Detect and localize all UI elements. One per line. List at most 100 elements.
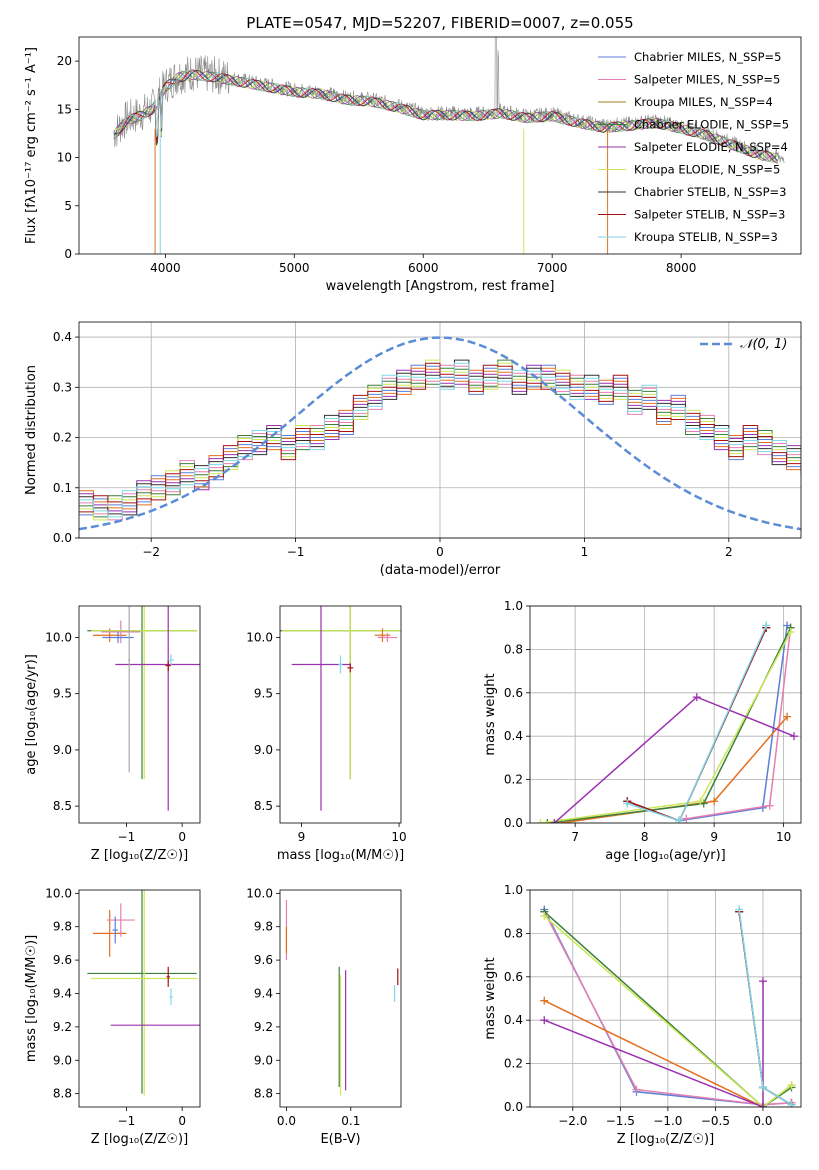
weight-vs-age-y-label: mass weight — [483, 673, 498, 755]
model-spectrum-line — [113, 71, 779, 162]
errorbar-point — [112, 916, 119, 944]
mass-weight-marker — [623, 799, 632, 808]
mass-vs-Z-frame — [78, 889, 201, 1108]
age-vs-mass-panel: 9 10 8.5 9.0 9.5 10.0 mass [log₁₀(M/M☉)] — [246, 605, 407, 863]
spectrum-x-tick-label: 6000 — [408, 261, 439, 275]
weight-vs-Z-y-tick-label: 1.0 — [504, 883, 523, 897]
model-spectrum-line — [113, 70, 779, 162]
weight-vs-Z-y-tick-label: 0.2 — [504, 1057, 523, 1071]
residuals-x-label: (data-model)/error — [380, 563, 501, 578]
age-vs-mass-frame — [279, 605, 402, 824]
spectrum-x-label: wavelength [Angstrom, rest frame] — [326, 279, 555, 294]
weight-vs-age-frame — [529, 605, 802, 824]
weight-vs-age-y-tick-label: 0.2 — [504, 773, 523, 787]
mass-vs-EBV-y-tick-label: 9.2 — [254, 1020, 273, 1034]
mass-weight-line — [738, 911, 792, 1106]
age-vs-Z-frame — [78, 605, 201, 824]
age-vs-Z-y-tick-label: 10.0 — [45, 630, 72, 644]
residuals-x-tick-label: 1 — [581, 545, 589, 559]
weight-vs-Z-y-tick-label: 0.0 — [504, 1100, 523, 1114]
mass-weight-line — [738, 911, 792, 1106]
mass-vs-EBV-y-tick-label: 9.4 — [254, 986, 273, 1000]
mass-weight-marker — [783, 712, 792, 721]
residuals-x-tick-label: 0 — [436, 545, 444, 559]
mass-weight-marker — [536, 819, 545, 823]
histogram-step-line — [79, 364, 801, 521]
mass-weight-marker — [540, 996, 549, 1005]
mass-weight-marker — [787, 1100, 796, 1107]
mass-vs-Z-x-label: Z [log₁₀(Z/Z☉)] — [91, 1132, 188, 1147]
spectrum-y-tick-label: 20 — [57, 54, 72, 68]
model-spectrum-line — [113, 70, 779, 160]
mass-vs-EBV-plot-area — [285, 900, 399, 1096]
age-vs-Z-x-label: Z [log₁₀(Z/Z☉)] — [91, 848, 188, 863]
mass-weight-marker — [543, 819, 552, 823]
mass-weight-marker — [758, 977, 767, 986]
mass-vs-Z-panel: −1 0 8.8 9.0 9.2 9.4 9.6 9.8 10.0 Z [log₁₀(Z/Z☉)]… — [24, 886, 201, 1147]
errorbar-point — [102, 631, 134, 644]
weight-vs-Z-y-label: mass weight — [483, 957, 498, 1039]
legend-entry: Salpeter ELODIE, N_SSP=4 — [634, 140, 788, 154]
weight-vs-age-panel: 7 8 9 10 0.0 0.2 0.4 0.6 0.8 1.0 age [log₁₀(age/yr… — [483, 599, 802, 863]
mass-vs-Z-y-tick-label: 10.0 — [45, 886, 72, 900]
errorbar-point — [166, 966, 170, 987]
residuals-y-label: Normed distribution — [24, 365, 39, 495]
errorbar-point — [91, 606, 198, 780]
age-vs-Z-panel: −1 0 8.5 9.0 9.5 10.0 Z [log₁₀(Z/Z☉)] age [log₁… — [24, 605, 201, 863]
mass-vs-EBV-panel: 0.0 0.1 8.8 9.0 9.2 9.4 9.6 9.8 10.0 E(B-V) — [246, 886, 402, 1147]
mass-weight-line — [544, 981, 764, 1107]
weight-vs-Z-plot-area — [540, 905, 796, 1107]
errorbar-point — [338, 655, 343, 674]
spectrum-y-tick-label: 15 — [57, 102, 72, 116]
mass-vs-EBV-x-tick-label: 0.1 — [341, 1114, 360, 1128]
weight-vs-Z-x-label: Z [log₁₀(Z/Z☉)] — [617, 1132, 714, 1147]
mass-vs-EBV-x-tick-label: 0.0 — [277, 1114, 296, 1128]
spectrum-plot-area — [113, 37, 785, 254]
mass-weight-line — [627, 625, 767, 822]
histogram-step-line — [79, 359, 801, 521]
weight-vs-Z-grid — [530, 889, 801, 1108]
mass-weight-marker — [692, 693, 701, 702]
mass-vs-Z-y-tick-label: 9.8 — [53, 920, 72, 934]
mass-weight-marker — [765, 801, 774, 810]
weight-vs-Z-x-tick-label: −1.0 — [653, 1114, 682, 1128]
age-vs-mass-x-tick-label: 9 — [298, 830, 306, 844]
age-vs-mass-x-tick-label: 10 — [391, 830, 406, 844]
mass-weight-line — [543, 911, 792, 1106]
weight-vs-Z-y-tick-label: 0.6 — [504, 970, 523, 984]
errorbar-point — [168, 654, 174, 666]
mass-weight-line — [540, 631, 792, 823]
weight-vs-Z-x-tick-label: −0.5 — [701, 1114, 730, 1128]
weight-vs-Z-panel: −2.0 −1.5 −1.0 −0.5 0.0 0.0 0.2 0.4 0.6 0.8 1.0 Z [… — [483, 883, 802, 1147]
residuals-x-tick-label: 2 — [725, 545, 733, 559]
spectrum-frame — [78, 36, 802, 255]
residuals-y-tick-label: 0.3 — [53, 380, 72, 394]
legend-entry: Kroupa STELIB, N_SSP=3 — [634, 230, 778, 244]
mass-vs-EBV-y-tick-label: 9.0 — [254, 1053, 273, 1067]
legend-entry: Chabrier ELODIE, N_SSP=5 — [634, 118, 789, 132]
weight-vs-Z-y-tick-label: 0.8 — [504, 926, 523, 940]
mass-weight-marker — [790, 732, 799, 741]
weight-vs-age-y-tick-label: 0.8 — [504, 642, 523, 656]
age-vs-mass-y-tick-label: 9.5 — [254, 687, 273, 701]
mass-vs-EBV-y-tick-label: 9.8 — [254, 920, 273, 934]
mass-weight-line — [686, 627, 792, 820]
age-vs-mass-plot-area — [280, 606, 401, 811]
age-vs-Z-y-tick-label: 8.5 — [53, 799, 72, 813]
legend-entry: Kroupa MILES, N_SSP=4 — [634, 95, 773, 109]
mass-vs-Z-y-tick-label: 9.2 — [53, 1020, 72, 1034]
residuals-x-tick-label: −1 — [287, 545, 305, 559]
spectrum-panel: 4000 5000 6000 7000 8000 0 5 10 15 20 wavelength [… — [24, 36, 802, 294]
mass-vs-Z-x-tick-label: −1 — [118, 1114, 136, 1128]
mass-weight-marker — [540, 912, 549, 921]
mass-weight-marker — [786, 628, 795, 637]
mass-weight-line — [547, 627, 792, 823]
spectrum-x-tick-label: 4000 — [150, 261, 181, 275]
mass-weight-line — [543, 911, 792, 1107]
weight-vs-age-y-tick-label: 0.4 — [504, 729, 523, 743]
age-vs-Z-y-tick-label: 9.0 — [53, 743, 72, 757]
mass-weight-line — [627, 627, 767, 822]
weight-vs-age-x-tick-label: 9 — [710, 830, 718, 844]
legend-entry: Salpeter MILES, N_SSP=5 — [634, 73, 780, 87]
